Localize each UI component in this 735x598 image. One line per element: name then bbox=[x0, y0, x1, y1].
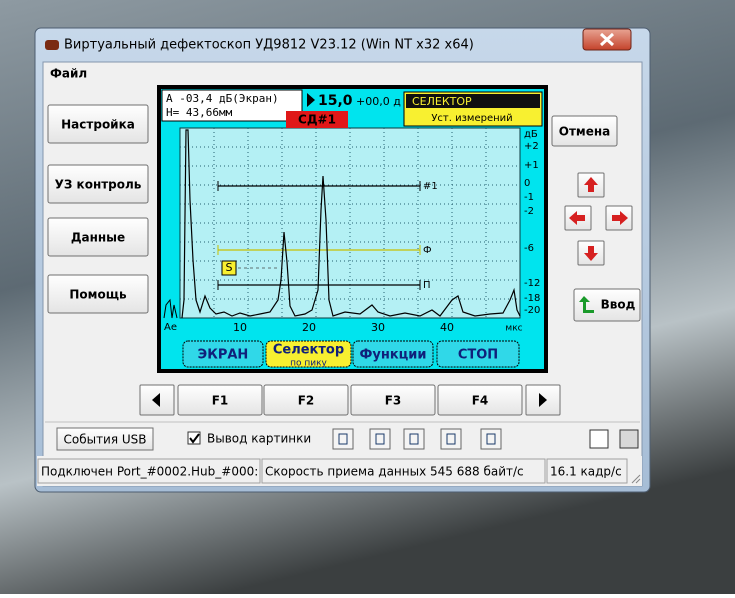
gain-value: 15,0 bbox=[318, 93, 353, 109]
arrow-button[interactable] bbox=[565, 206, 591, 230]
db-tick-label: +2 bbox=[524, 141, 539, 152]
x-axis-label: Ае bbox=[164, 322, 177, 333]
toolbar-icon[interactable] bbox=[481, 429, 501, 449]
icon-box bbox=[404, 429, 424, 449]
usb-events-button[interactable]: События USB bbox=[57, 428, 153, 450]
window-title: Виртуальный дефектоскоп УД9812 V23.12 (W… bbox=[64, 38, 474, 53]
menu-item[interactable]: Файл bbox=[50, 67, 87, 81]
softkey[interactable]: ЭКРАН bbox=[183, 341, 263, 367]
cancel-button[interactable]: Отмена bbox=[552, 116, 617, 146]
x-tick-label: 10 bbox=[233, 321, 247, 334]
label: Данные bbox=[71, 231, 125, 245]
label: СД#1 bbox=[298, 113, 336, 127]
label: по пику bbox=[290, 359, 327, 369]
close-button[interactable] bbox=[583, 29, 631, 50]
db-tick-label: -6 bbox=[524, 243, 534, 254]
view-button[interactable] bbox=[590, 430, 608, 448]
gate-label: Ф bbox=[423, 245, 432, 256]
label: Селектор bbox=[273, 343, 344, 358]
x-tick-label: 20 bbox=[302, 321, 316, 334]
db-tick-label: -12 bbox=[524, 278, 540, 289]
left-button[interactable]: Помощь bbox=[48, 275, 148, 313]
label: F1 bbox=[212, 394, 229, 408]
label: F4 bbox=[472, 394, 489, 408]
db-tick-label: -20 bbox=[524, 305, 540, 316]
db-tick-label: 0 bbox=[524, 178, 530, 189]
db-unit: дБ bbox=[524, 129, 538, 140]
function-key[interactable]: F3 bbox=[351, 385, 435, 415]
gain-offset: +00,0 д bbox=[356, 95, 401, 108]
enter-button[interactable]: Ввод bbox=[574, 289, 640, 321]
label: События USB bbox=[63, 433, 146, 447]
label: F2 bbox=[298, 394, 315, 408]
icon-box bbox=[333, 429, 353, 449]
x-tick-label: 40 bbox=[440, 321, 454, 334]
toolbar-icon[interactable] bbox=[441, 429, 461, 449]
icon-box bbox=[370, 429, 390, 449]
view-face bbox=[590, 430, 608, 448]
function-key[interactable]: F1 bbox=[178, 385, 262, 415]
toolbar-icon[interactable] bbox=[333, 429, 353, 449]
status-text: Скорость приема данных 545 688 байт/с bbox=[265, 465, 524, 479]
softkey[interactable]: СТОП bbox=[437, 341, 519, 367]
label: УЗ контроль bbox=[55, 178, 142, 192]
label: ЭКРАН bbox=[198, 348, 249, 363]
toolbar-icon[interactable] bbox=[370, 429, 390, 449]
softkey[interactable]: Функции bbox=[353, 341, 433, 367]
function-key[interactable]: F2 bbox=[264, 385, 348, 415]
strobe-label: S bbox=[226, 261, 233, 274]
function-key[interactable]: F4 bbox=[438, 385, 522, 415]
db-tick-label: +1 bbox=[524, 160, 539, 171]
left-button[interactable]: УЗ контроль bbox=[48, 165, 148, 203]
status-text: 16.1 кадр/с bbox=[550, 465, 622, 479]
nav-button[interactable] bbox=[526, 385, 560, 415]
db-tick-label: -2 bbox=[524, 206, 534, 217]
status-text: Подключен Port_#0002.Hub_#000: bbox=[41, 465, 258, 479]
db-tick-label: -18 bbox=[524, 293, 540, 304]
label: F3 bbox=[385, 394, 402, 408]
selector-sub: Уст. измерений bbox=[431, 113, 512, 124]
label: СТОП bbox=[458, 348, 498, 363]
nav-button[interactable] bbox=[140, 385, 174, 415]
x-tick-label: 30 bbox=[371, 321, 385, 334]
gate-label: П bbox=[423, 280, 431, 291]
view-face bbox=[620, 430, 638, 448]
selector-title: СЕЛЕКТОР bbox=[412, 95, 472, 108]
label: Помощь bbox=[69, 288, 127, 302]
checkbox[interactable]: Вывод картинки bbox=[188, 432, 311, 446]
gate-label: #1 bbox=[423, 181, 438, 192]
label: А -03,4 дБ(Экран) bbox=[166, 92, 279, 105]
label: Настройка bbox=[61, 118, 135, 132]
app-icon bbox=[45, 40, 59, 50]
label: Вывод картинки bbox=[207, 432, 311, 446]
label: Н= 43,66мм bbox=[166, 106, 233, 119]
view-button[interactable] bbox=[620, 430, 638, 448]
icon-box bbox=[481, 429, 501, 449]
arrow-button[interactable] bbox=[578, 241, 604, 265]
label: Отмена bbox=[559, 125, 611, 139]
label: Функции bbox=[359, 348, 426, 363]
left-button[interactable]: Данные bbox=[48, 218, 148, 256]
icon-box bbox=[441, 429, 461, 449]
db-tick-label: -1 bbox=[524, 192, 534, 203]
left-button[interactable]: Настройка bbox=[48, 105, 148, 143]
toolbar-icon[interactable] bbox=[404, 429, 424, 449]
x-unit: мкс bbox=[505, 324, 522, 334]
label: Ввод bbox=[601, 298, 636, 312]
arrow-button[interactable] bbox=[606, 206, 632, 230]
page: Виртуальный дефектоскоп УД9812 V23.12 (W… bbox=[0, 0, 735, 594]
arrow-button[interactable] bbox=[578, 173, 604, 197]
screenshot: Виртуальный дефектоскоп УД9812 V23.12 (W… bbox=[0, 0, 735, 594]
